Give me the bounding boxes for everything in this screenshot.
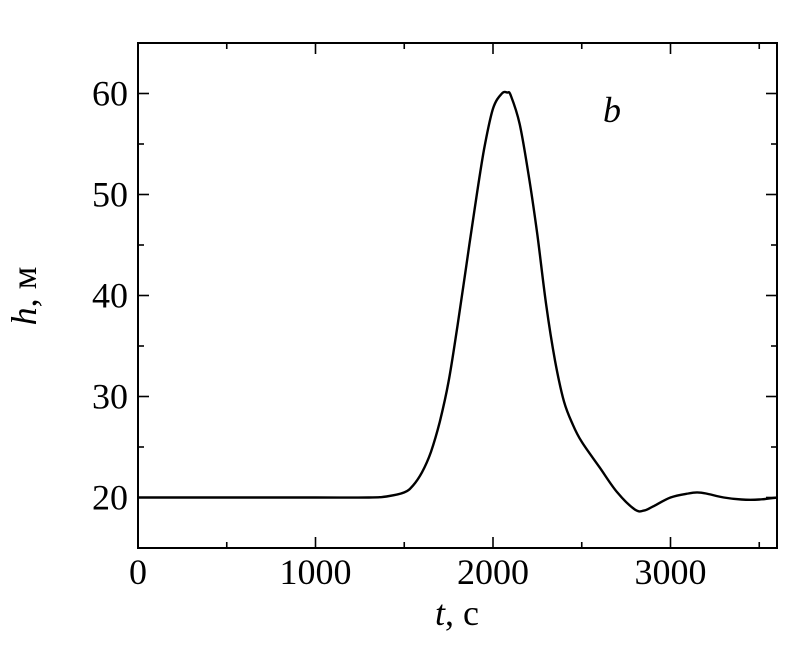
y-axis-label: h, м — [4, 267, 44, 326]
x-tick-label: 3000 — [635, 552, 707, 592]
plot-frame — [137, 42, 778, 549]
series-line — [137, 90, 778, 513]
x-axis-variable: t — [435, 593, 446, 633]
x-tick-label: 2000 — [457, 552, 529, 592]
y-axis-unit: , м — [4, 267, 44, 308]
y-axis-variable: h — [4, 307, 44, 325]
ticks — [137, 43, 777, 548]
y-tick-label: 20 — [92, 478, 128, 518]
x-axis-unit: , с — [445, 593, 479, 633]
y-tick-label: 40 — [92, 276, 128, 316]
x-tick-label: 0 — [129, 552, 147, 592]
y-tick-label: 60 — [92, 74, 128, 114]
panel-label: b — [603, 90, 621, 130]
y-tick-label: 30 — [92, 377, 128, 417]
tick-labels: 0 1000 2000 3000 20 30 40 50 60 — [92, 74, 707, 593]
x-axis-label: t, с — [435, 593, 479, 633]
x-tick-label: 1000 — [280, 552, 352, 592]
y-tick-label: 50 — [92, 175, 128, 215]
